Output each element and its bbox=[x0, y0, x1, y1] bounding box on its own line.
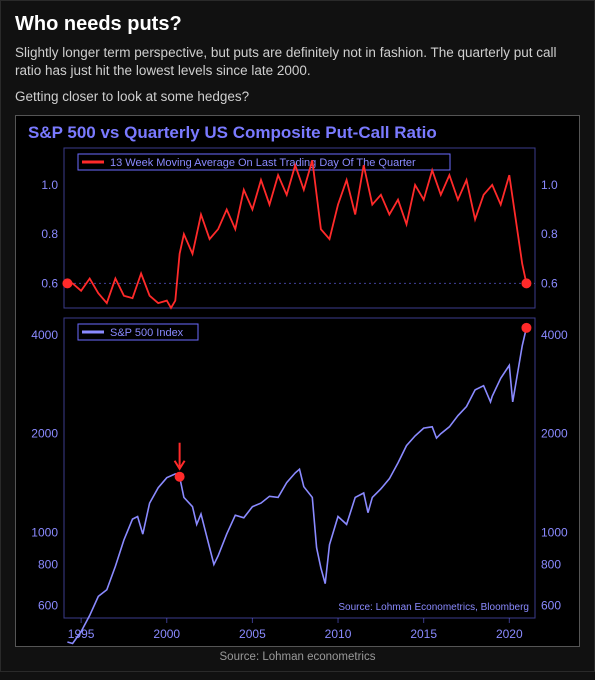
xtick: 2010 bbox=[325, 627, 352, 641]
ytick-top-right: 1.0 bbox=[541, 178, 558, 192]
ytick-bot-left: 4000 bbox=[31, 327, 58, 341]
ytick-bot-left: 600 bbox=[38, 598, 58, 612]
ytick-bot-right: 600 bbox=[541, 598, 561, 612]
ytick-top-left: 0.6 bbox=[41, 276, 58, 290]
article-card: Who needs puts? Slightly longer term per… bbox=[0, 0, 595, 672]
xtick: 2000 bbox=[153, 627, 180, 641]
article-paragraph-1: Slightly longer term perspective, but pu… bbox=[15, 44, 580, 80]
ytick-bot-left: 1000 bbox=[31, 525, 58, 539]
dual-panel-chart: S&P 500 vs Quarterly US Composite Put-Ca… bbox=[16, 116, 579, 646]
top-legend: 13 Week Moving Average On Last Trading D… bbox=[110, 157, 416, 169]
ytick-bot-right: 1000 bbox=[541, 525, 568, 539]
ytick-top-right: 0.8 bbox=[541, 227, 558, 241]
xtick: 2005 bbox=[239, 627, 266, 641]
end-dot-icon bbox=[521, 278, 531, 288]
xtick: 1995 bbox=[68, 627, 95, 641]
ytick-top-left: 0.8 bbox=[41, 227, 58, 241]
ytick-top-left: 1.0 bbox=[41, 178, 58, 192]
start-dot-icon bbox=[62, 278, 72, 288]
chart-caption: Source: Lohman econometrics bbox=[15, 651, 580, 663]
ytick-bot-right: 800 bbox=[541, 557, 561, 571]
ytick-bot-right: 4000 bbox=[541, 327, 568, 341]
xtick: 2015 bbox=[410, 627, 437, 641]
chart-title: S&P 500 vs Quarterly US Composite Put-Ca… bbox=[28, 123, 437, 142]
arrow-dot-icon bbox=[175, 471, 185, 481]
xtick: 2020 bbox=[496, 627, 523, 641]
article-title: Who needs puts? bbox=[15, 13, 580, 36]
spx-end-dot-icon bbox=[521, 323, 531, 333]
ytick-bot-right: 2000 bbox=[541, 426, 568, 440]
ytick-top-right: 0.6 bbox=[541, 276, 558, 290]
ytick-bot-left: 800 bbox=[38, 557, 58, 571]
bottom-legend: S&P 500 Index bbox=[110, 327, 184, 339]
article-paragraph-2: Getting closer to look at some hedges? bbox=[15, 88, 580, 106]
ytick-bot-left: 2000 bbox=[31, 426, 58, 440]
chart-container: S&P 500 vs Quarterly US Composite Put-Ca… bbox=[15, 115, 580, 647]
chart-source: Source: Lohman Econometrics, Bloomberg bbox=[338, 602, 529, 613]
